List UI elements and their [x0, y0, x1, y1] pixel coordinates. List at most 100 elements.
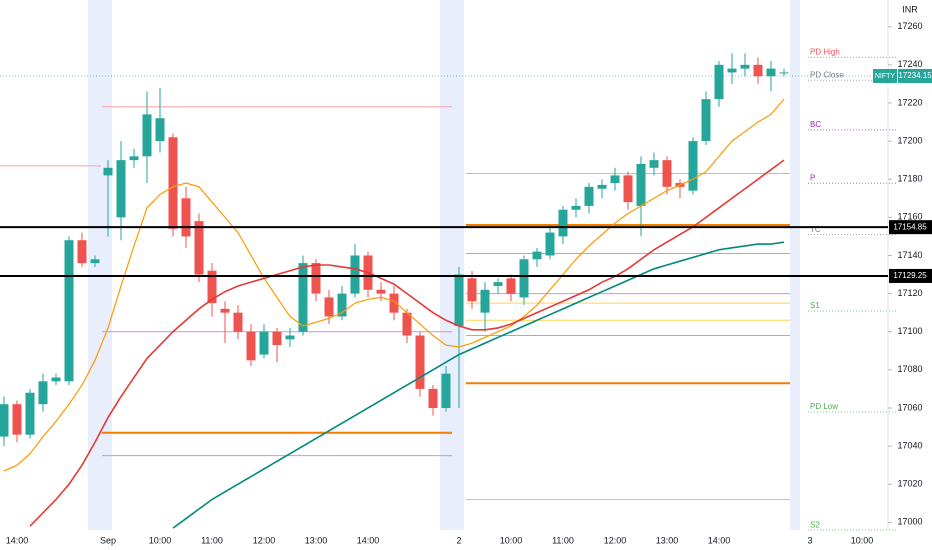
y-tick-label: 17080 [897, 364, 922, 374]
session-band [440, 0, 464, 530]
last-price-badge [898, 68, 932, 83]
candle-body [493, 282, 503, 286]
candle-body [77, 240, 87, 264]
candle-body [129, 156, 139, 161]
x-tick-label: 12:00 [253, 535, 276, 545]
candle-body [12, 404, 22, 435]
y-tick-label: 17160 [897, 212, 922, 222]
candle-body [337, 293, 347, 317]
candle-body [441, 373, 451, 408]
candle-body [467, 278, 477, 302]
candle-body [636, 163, 646, 206]
candle-body [584, 186, 594, 206]
price-badge [889, 220, 932, 235]
level-label: PD High [810, 47, 840, 56]
candle-body [779, 72, 789, 74]
level-label: PD Low [810, 402, 838, 411]
level-label: BC [810, 120, 821, 129]
candle-body [649, 160, 659, 168]
candle-body [142, 114, 152, 157]
candle-body [51, 377, 61, 382]
candle-body [207, 270, 217, 304]
x-tick-label: Sep [100, 535, 116, 545]
y-tick-label: 17040 [897, 440, 922, 450]
candle-body [181, 198, 191, 237]
candle-body [285, 335, 295, 340]
level-label: S1 [810, 301, 820, 310]
candle-body [350, 255, 360, 294]
candle-body [272, 331, 282, 346]
level-label: TC [810, 225, 821, 234]
candle-body [532, 251, 542, 260]
level-label: S2 [810, 520, 820, 529]
candle-body [714, 64, 724, 100]
candle-body [480, 289, 490, 313]
candle-body [25, 392, 35, 435]
moving-average [172, 241, 785, 529]
y-tick-label: 17060 [897, 402, 922, 412]
symbol-badge [873, 68, 897, 83]
candle-body [90, 259, 100, 264]
candle-body [103, 167, 113, 176]
candle-body [558, 209, 568, 237]
candle-body [623, 175, 633, 203]
candle-body [545, 232, 555, 256]
y-tick-label: 17140 [897, 250, 922, 260]
y-tick-label: 17180 [897, 174, 922, 184]
candle-body [454, 274, 464, 327]
x-tick-label: 10:00 [149, 535, 172, 545]
candle-body [246, 331, 256, 361]
x-tick-label: 10:00 [851, 535, 874, 545]
candle-body [610, 175, 620, 184]
candle-body [168, 137, 178, 229]
candle-body [662, 160, 672, 187]
y-tick-label: 17000 [897, 517, 922, 527]
moving-average [29, 159, 785, 527]
y-tick-label: 17220 [897, 97, 922, 107]
candle-body [402, 312, 412, 336]
candle-body [0, 404, 9, 437]
candle-body [220, 308, 230, 313]
candle-body [389, 293, 399, 313]
x-tick-label: 3 [807, 535, 812, 545]
candle-body [155, 118, 165, 142]
y-tick-label: 17020 [897, 479, 922, 489]
candle-body [324, 297, 334, 317]
y-tick-label: 17260 [897, 21, 922, 31]
x-tick-label: 10:00 [500, 535, 523, 545]
x-tick-label: 12:00 [604, 535, 627, 545]
candle-body [298, 263, 308, 332]
level-label: P [810, 173, 815, 182]
x-tick-label: 2 [456, 535, 461, 545]
x-tick-label: 13:00 [656, 535, 679, 545]
x-tick-label: 14:00 [708, 535, 731, 545]
x-tick-label: 14:00 [357, 535, 380, 545]
level-label: PD Close [810, 70, 844, 79]
y-tick-label: 17240 [897, 59, 922, 69]
candle-body [727, 68, 737, 73]
last-price-label: 17234.15 [898, 71, 932, 80]
candle-body [597, 184, 607, 189]
session-band [88, 0, 112, 530]
moving-average [3, 98, 785, 472]
symbol-label: NIFTY [875, 73, 896, 80]
session-band [790, 0, 800, 530]
price-badge-label: 17154.85 [893, 222, 927, 231]
y-tick-label: 17100 [897, 326, 922, 336]
candle-body [571, 205, 581, 210]
candle-body [428, 388, 438, 408]
candle-body [415, 335, 425, 389]
y-tick-label: 17200 [897, 135, 922, 145]
candle-body [64, 240, 74, 382]
candle-body [376, 289, 386, 294]
x-tick-label: 11:00 [201, 535, 223, 545]
candle-body [740, 64, 750, 69]
candle-body [701, 99, 711, 142]
candle-body [233, 312, 243, 332]
candle-body [506, 278, 516, 294]
candle-body [688, 141, 698, 191]
x-tick-label: 13:00 [305, 535, 328, 545]
price-badge [889, 268, 932, 283]
candle-body [519, 259, 529, 298]
